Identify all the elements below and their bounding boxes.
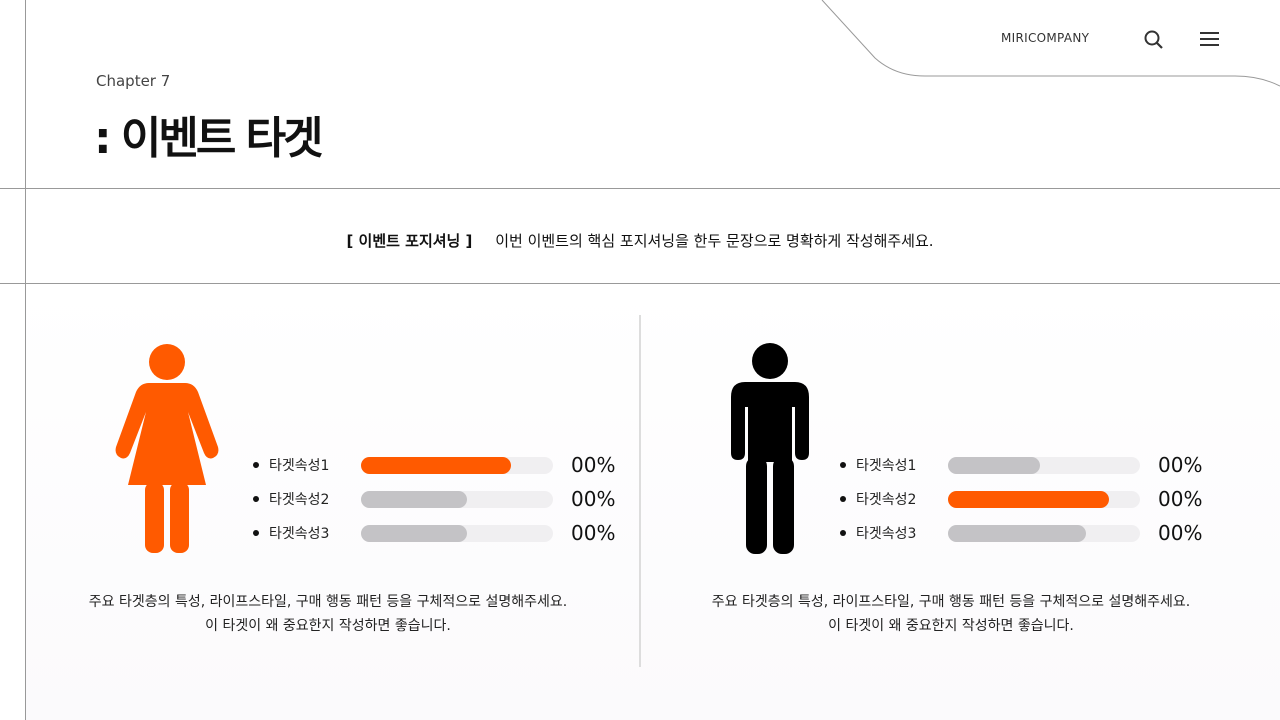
bullet-icon [253,462,259,468]
attribute-progress-fill [361,456,511,474]
chapter-label: Chapter 7 [96,72,171,90]
attribute-progress-fill [361,524,467,542]
attribute-value: 00% [571,453,616,477]
attribute-progress-bar [948,490,1140,508]
attribute-value: 00% [571,521,616,545]
positioning-statement: [ 이벤트 포지셔닝 ] 이번 이벤트의 핵심 포지셔닝을 한두 문장으로 명확… [0,230,1280,251]
attribute-label: 타겟속성3 [269,526,330,542]
attribute-progress-bar [361,456,553,474]
attribute-label: 타겟속성3 [856,526,917,542]
target-attribute-row: 타겟속성2 00% [253,487,616,511]
attribute-progress-fill [948,524,1087,542]
attribute-label: 타겟속성1 [856,458,917,474]
bullet-icon [840,530,846,536]
attribute-progress-fill [948,490,1110,508]
menu-icon[interactable] [1199,30,1221,48]
guide-line-vertical [25,0,26,720]
attribute-progress-bar [948,524,1140,542]
target-attribute-row: 타겟속성2 00% [840,487,1203,511]
target-attribute-row: 타겟속성1 00% [840,453,1203,477]
column-divider [639,315,641,667]
positioning-text: 이번 이벤트의 핵심 포지셔닝을 한두 문장으로 명확하게 작성해주세요. [495,232,934,250]
header-curve [821,0,1280,87]
bullet-icon [253,496,259,502]
target-attribute-row: 타겟속성3 00% [253,521,616,545]
search-icon[interactable] [1143,29,1165,51]
target-description-2: 주요 타겟층의 특성, 라이프스타일, 구매 행동 패턴 등을 구체적으로 설명… [711,594,1191,634]
attribute-label: 타겟속성1 [269,458,330,474]
divider-top [0,188,1280,189]
target-attribute-row: 타겟속성1 00% [253,453,616,477]
attribute-progress-bar [948,456,1140,474]
attribute-progress-bar [361,490,553,508]
attribute-label: 타겟속성2 [856,492,917,508]
target-description-1: 주요 타겟층의 특성, 라이프스타일, 구매 행동 패턴 등을 구체적으로 설명… [88,594,568,634]
target-attribute-row: 타겟속성3 00% [840,521,1203,545]
female-figure-icon [115,344,219,553]
attribute-progress-bar [361,524,553,542]
bullet-icon [840,462,846,468]
attribute-value: 00% [1158,453,1203,477]
male-figure-icon [731,343,809,554]
attribute-progress-fill [948,456,1041,474]
bullet-icon [253,530,259,536]
attribute-label: 타겟속성2 [269,492,330,508]
bullet-icon [840,496,846,502]
attribute-value: 00% [1158,487,1203,511]
divider-bottom [0,283,1280,284]
attribute-value: 00% [1158,521,1203,545]
attribute-value: 00% [571,487,616,511]
positioning-label: [ 이벤트 포지셔닝 ] [346,232,473,250]
brand-name[interactable]: MIRICOMPANY [1001,31,1090,45]
attribute-progress-fill [361,490,467,508]
page-title: : 이벤트 타겟 [94,113,324,164]
